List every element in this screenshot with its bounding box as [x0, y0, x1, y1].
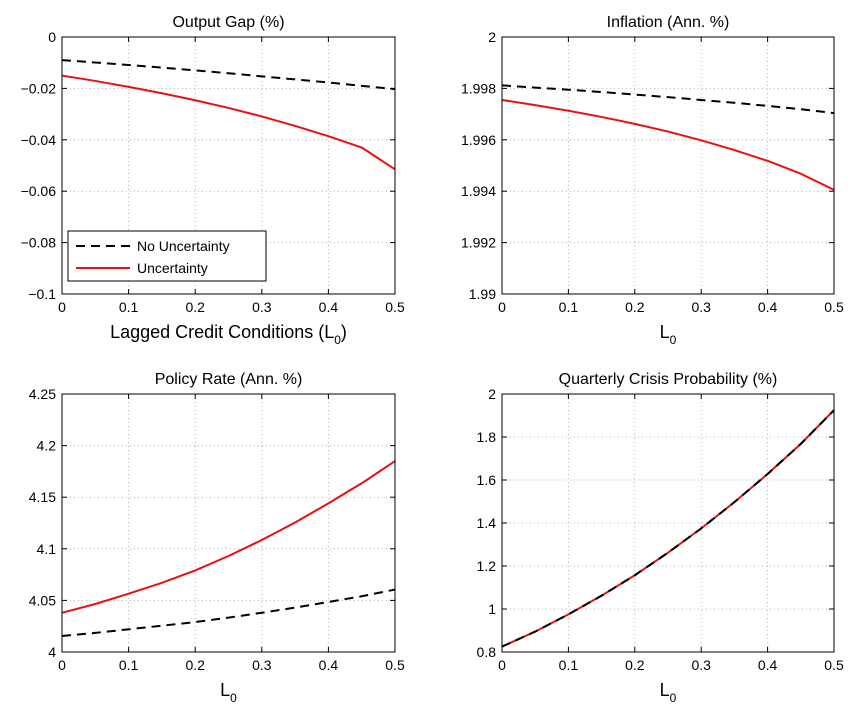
- panel-1: 0 0.1 0.2 0.3 0.4 0.5 −0.1 −0.08 −0.06 −0.04 −0.02…: [21, 14, 405, 347]
- panel-3: 0 0.1 0.2 0.3 0.4 0.5 4 4.05 4.1 4.15 4.2 4.25 Polic…: [29, 371, 405, 705]
- y-tick-label: 1.99: [469, 286, 496, 302]
- x-tick-label: 0.2: [185, 299, 205, 315]
- axes-frame: [61, 36, 396, 295]
- x-tick-label: 0.4: [758, 299, 778, 315]
- axes-frame: [501, 36, 835, 295]
- x-tick-label: 0.3: [691, 299, 711, 315]
- y-tick-label: 4.2: [37, 438, 57, 454]
- axes-frame: [61, 393, 396, 653]
- x-axis-label: L0: [220, 680, 237, 705]
- x-tick-label: 0.5: [385, 299, 405, 315]
- x-tick-label: 0.4: [758, 657, 778, 673]
- x-tick-label: 0.4: [319, 657, 339, 673]
- series-line-no-uncertainty: [501, 409, 835, 648]
- plot-area: [62, 394, 395, 652]
- x-tick-label: 0.2: [185, 657, 205, 673]
- y-tick-label: −0.04: [21, 132, 57, 148]
- y-tick-label: 1.8: [477, 429, 497, 445]
- plot-area: [502, 37, 834, 294]
- y-tick-label: 4.05: [29, 592, 56, 608]
- series-line-no-uncertainty: [501, 84, 835, 115]
- y-tick-label: 1.6: [477, 472, 497, 488]
- y-tick-label: 1.998: [461, 80, 496, 96]
- plot-area: [502, 394, 834, 652]
- panel-2: 0 0.1 0.2 0.3 0.4 0.5 1.99 1.992 1.994 1.996 1.998…: [461, 14, 844, 347]
- x-tick-label: 0.5: [824, 299, 844, 315]
- series-line-uncertainty: [61, 74, 396, 171]
- x-tick-label: 0.1: [119, 657, 139, 673]
- chart-title: Quarterly Crisis Probability (%): [559, 371, 778, 388]
- legend-label: Uncertainty: [137, 260, 208, 276]
- y-tick-label: 1.996: [461, 132, 496, 148]
- x-tick-label: 0: [498, 299, 506, 315]
- legend: No Uncertainty Uncertainty: [67, 230, 267, 282]
- x-axis-label: L0: [660, 680, 677, 705]
- x-axis-label: L0: [660, 322, 677, 347]
- chart-title: Policy Rate (Ann. %): [155, 371, 303, 388]
- x-axis-label: Lagged Credit Conditions (L0): [110, 322, 347, 347]
- y-tick-label: −0.1: [28, 286, 56, 302]
- y-tick-label: 1.2: [477, 558, 497, 574]
- x-tick-label: 0.3: [691, 657, 711, 673]
- y-tick-label: −0.08: [21, 235, 57, 251]
- y-tick-label: −0.02: [21, 80, 57, 96]
- chart-title: Inflation (Ann. %): [607, 14, 730, 31]
- y-tick-label: 0.8: [477, 644, 497, 660]
- y-tick-label: 2: [488, 386, 496, 402]
- series-line-no-uncertainty: [61, 59, 396, 91]
- x-tick-label: 0: [498, 657, 506, 673]
- x-tick-label: 0.2: [625, 299, 645, 315]
- y-tick-label: 1.992: [461, 235, 496, 251]
- y-tick-label: 4.15: [29, 489, 56, 505]
- y-tick-label: 4: [48, 644, 56, 660]
- y-tick-label: 1: [488, 601, 496, 617]
- x-tick-label: 0.5: [824, 657, 844, 673]
- series-line-no-uncertainty: [61, 588, 396, 637]
- series-line-uncertainty: [61, 460, 396, 614]
- y-tick-label: 0: [48, 29, 56, 45]
- x-tick-label: 0.5: [385, 657, 405, 673]
- y-tick-label: 2: [488, 29, 496, 45]
- y-tick-label: 1.4: [477, 515, 497, 531]
- y-tick-label: 1.994: [461, 183, 496, 199]
- x-tick-label: 0.4: [319, 299, 339, 315]
- legend-label: No Uncertainty: [137, 238, 230, 254]
- x-tick-label: 0.1: [559, 657, 579, 673]
- x-tick-label: 0.1: [559, 299, 579, 315]
- x-tick-label: 0.2: [625, 657, 645, 673]
- x-tick-label: 0.3: [252, 299, 272, 315]
- y-tick-label: 4.25: [29, 386, 56, 402]
- y-tick-label: −0.06: [21, 183, 57, 199]
- axes-frame: [501, 393, 835, 653]
- y-tick-label: 4.1: [37, 541, 57, 557]
- panel-4: 0 0.1 0.2 0.3 0.4 0.5 0.8 1 1.2 1.4 1.6 1.8 2 Quarter…: [477, 371, 844, 705]
- legend-box: [67, 230, 267, 282]
- series-line-uncertainty: [501, 98, 835, 191]
- x-tick-label: 0.3: [252, 657, 272, 673]
- x-tick-label: 0: [58, 657, 66, 673]
- chart-title: Output Gap (%): [172, 14, 284, 31]
- x-tick-label: 0: [58, 299, 66, 315]
- x-tick-label: 0.1: [119, 299, 139, 315]
